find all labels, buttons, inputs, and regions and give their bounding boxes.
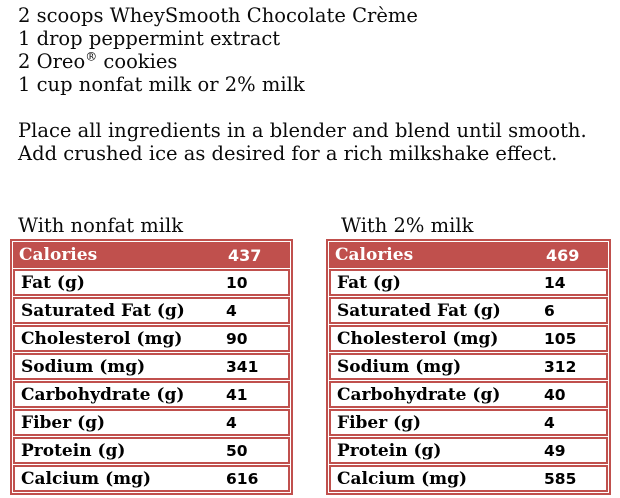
table-row: Carbohydrate (g) 40 <box>329 381 608 408</box>
nutrient-value: 4 <box>226 413 237 432</box>
instruction-line: Place all ingredients in a blender and b… <box>18 119 587 142</box>
nutrient-label: Cholesterol (mg) <box>337 328 499 349</box>
nutrient-value: 341 <box>226 357 259 376</box>
table-header-row: Calories 469 <box>329 242 608 268</box>
nutrition-table-column: With 2% milk Calories 469 Fat (g) 14 Saturate… <box>326 214 611 495</box>
nutrient-label: Fiber (g) <box>21 412 106 433</box>
nutrient-label: Saturated Fat (g) <box>21 300 185 321</box>
table-row: Fiber (g) 4 <box>329 409 608 436</box>
nutrient-label: Fiber (g) <box>337 412 422 433</box>
nutrition-tables: With nonfat milk Calories 437 Fat (g) 10 Satu… <box>10 214 611 495</box>
table-row: Calcium (mg) 616 <box>13 465 290 492</box>
instruction-line: Add crushed ice as desired for a rich mi… <box>18 142 558 165</box>
nutrient-label: Calcium (mg) <box>337 468 468 489</box>
table-row: Saturated Fat (g) 6 <box>329 297 608 324</box>
ingredient-line: 2 Oreo® cookies <box>18 49 178 73</box>
nutrient-value: 90 <box>226 329 248 348</box>
ingredients-list: 2 scoops WheySmooth Chocolate Crème 1 dro… <box>18 4 418 96</box>
nutrient-value: 10 <box>226 273 248 292</box>
table-row: Fat (g) 14 <box>329 269 608 296</box>
nutrient-value: 585 <box>544 469 577 488</box>
nutrient-value: 469 <box>546 245 580 265</box>
nutrient-value: 40 <box>544 385 566 404</box>
nutrient-label: Carbohydrate (g) <box>21 384 185 405</box>
nutrient-value: 50 <box>226 441 248 460</box>
table-row: Sodium (mg) 341 <box>13 353 290 380</box>
nutrient-value: 4 <box>226 301 237 320</box>
table-row: Fat (g) 10 <box>13 269 290 296</box>
nutrient-label: Cholesterol (mg) <box>21 328 183 349</box>
nutrition-table: Calories 469 Fat (g) 14 Saturated Fat (g) 6 Ch… <box>326 239 611 495</box>
table-row: Protein (g) 49 <box>329 437 608 464</box>
nutrient-label: Fat (g) <box>337 272 401 293</box>
nutrient-value: 437 <box>228 245 262 265</box>
nutrient-value: 616 <box>226 469 259 488</box>
table-header-row: Calories 437 <box>13 242 290 268</box>
nutrient-label: Calories <box>19 245 98 265</box>
nutrient-label: Protein (g) <box>21 440 126 461</box>
registered-trademark-icon: ® <box>85 49 98 64</box>
nutrient-value: 4 <box>544 413 555 432</box>
nutrition-table-title: With 2% milk <box>341 214 474 237</box>
nutrient-value: 41 <box>226 385 248 404</box>
table-row: Fiber (g) 4 <box>13 409 290 436</box>
nutrient-label: Carbohydrate (g) <box>337 384 501 405</box>
nutrient-label: Sodium (mg) <box>337 356 462 377</box>
nutrient-value: 312 <box>544 357 577 376</box>
nutrient-label: Saturated Fat (g) <box>337 300 501 321</box>
nutrient-value: 49 <box>544 441 566 460</box>
nutrition-table: Calories 437 Fat (g) 10 Saturated Fat (g) 4 Ch… <box>10 239 293 495</box>
table-row: Protein (g) 50 <box>13 437 290 464</box>
nutrient-value: 6 <box>544 301 555 320</box>
nutrient-label: Calories <box>335 245 414 265</box>
table-row: Carbohydrate (g) 41 <box>13 381 290 408</box>
nutrition-table-column: With nonfat milk Calories 437 Fat (g) 10 Satu… <box>10 214 293 495</box>
table-row: Sodium (mg) 312 <box>329 353 608 380</box>
nutrient-label: Sodium (mg) <box>21 356 146 377</box>
table-row: Saturated Fat (g) 4 <box>13 297 290 324</box>
nutrition-table-title: With nonfat milk <box>18 214 184 237</box>
table-row: Calcium (mg) 585 <box>329 465 608 492</box>
ingredient-line: 1 drop peppermint extract <box>18 27 281 50</box>
ingredient-line: 2 scoops WheySmooth Chocolate Crème <box>18 4 418 27</box>
nutrient-label: Calcium (mg) <box>21 468 152 489</box>
nutrient-label: Protein (g) <box>337 440 442 461</box>
ingredient-line: 1 cup nonfat milk or 2% milk <box>18 73 305 96</box>
table-row: Cholesterol (mg) 105 <box>329 325 608 352</box>
nutrient-value: 14 <box>544 273 566 292</box>
instructions-text: Place all ingredients in a blender and b… <box>18 119 587 165</box>
nutrient-label: Fat (g) <box>21 272 85 293</box>
nutrient-value: 105 <box>544 329 577 348</box>
table-row: Cholesterol (mg) 90 <box>13 325 290 352</box>
